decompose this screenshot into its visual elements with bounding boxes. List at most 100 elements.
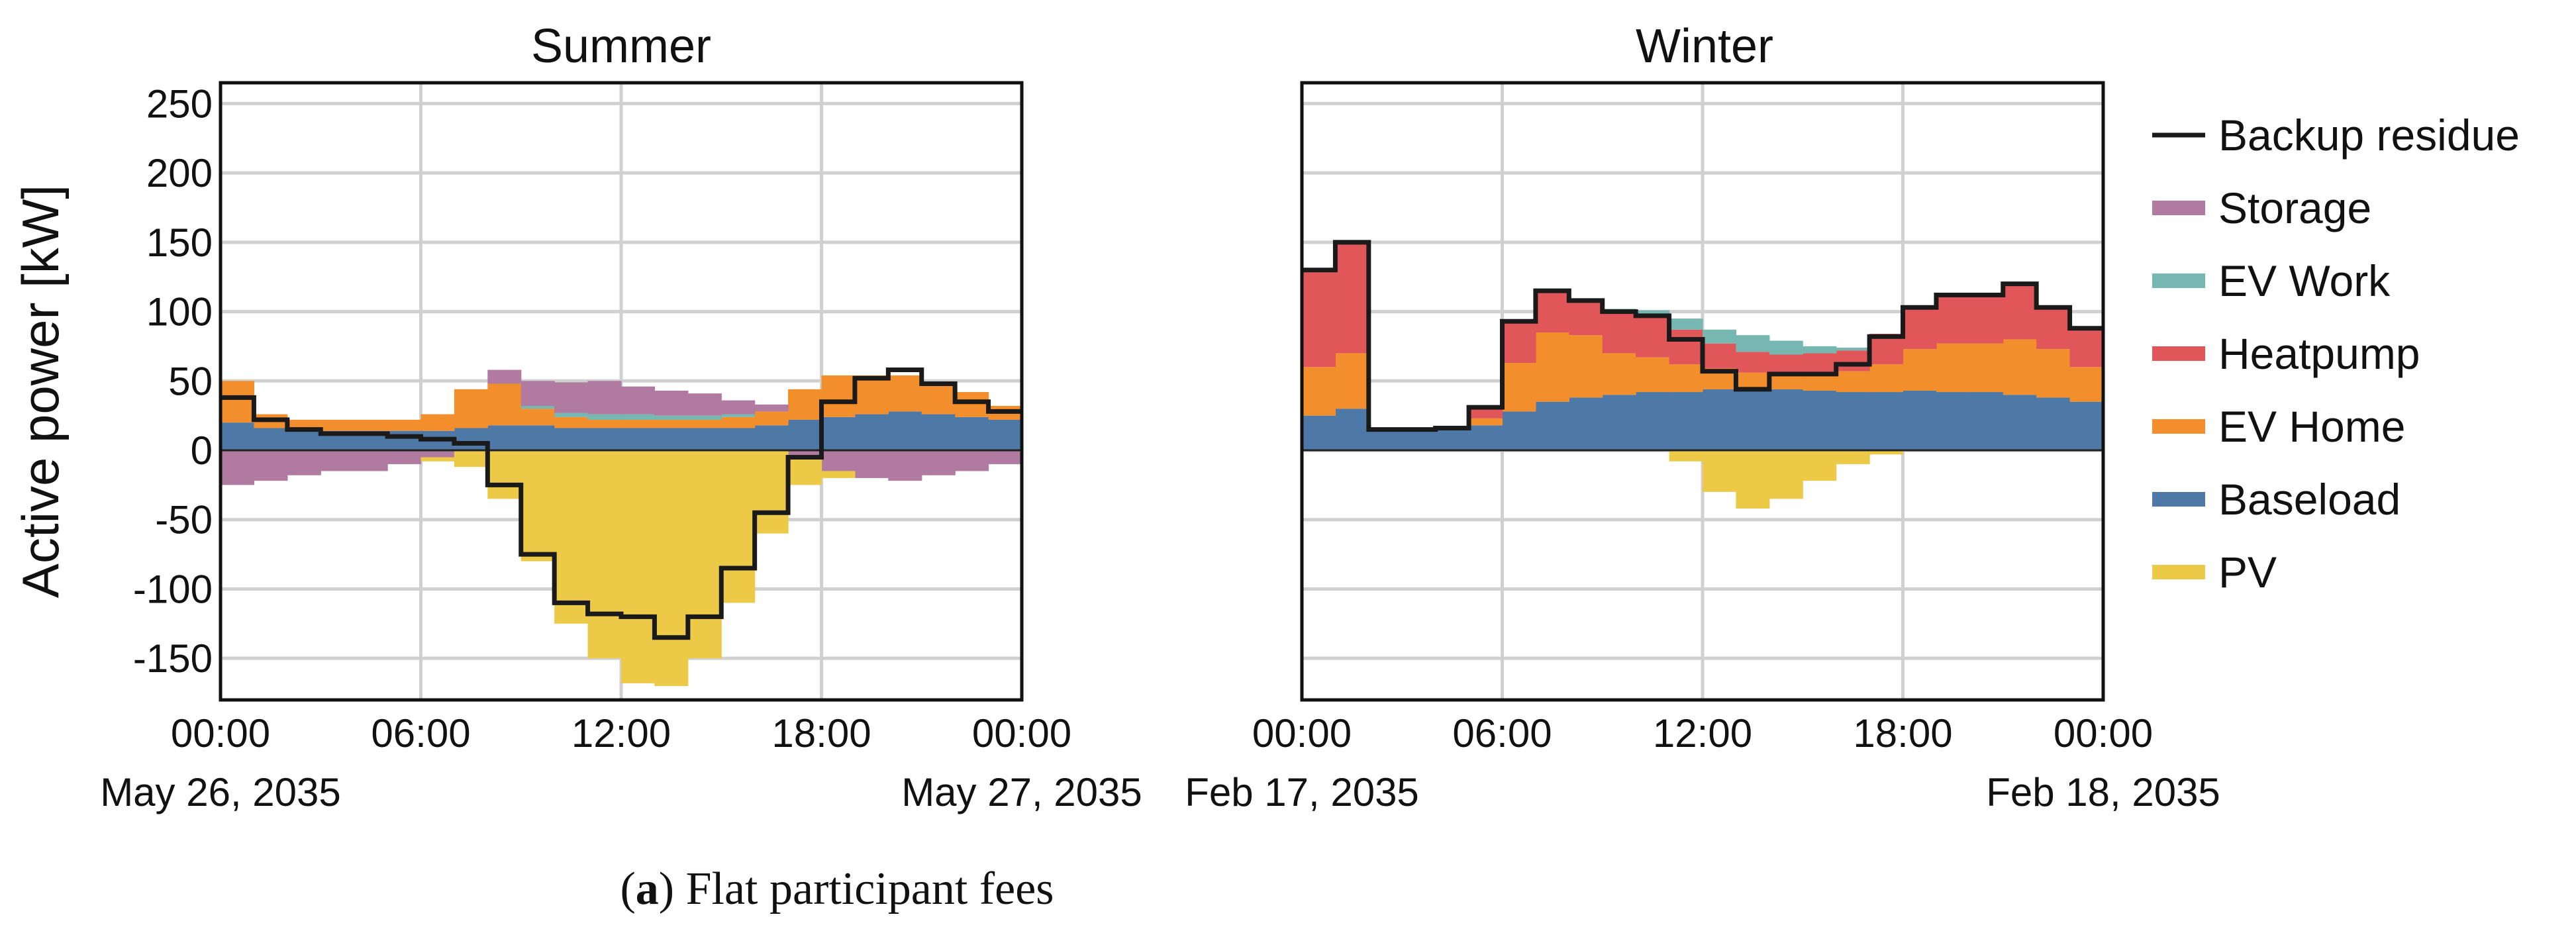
panel-title-winter: Winter bbox=[1636, 20, 1773, 73]
baseload-segment bbox=[654, 428, 689, 451]
y-tick-label: 50 bbox=[168, 359, 213, 403]
baseload-segment bbox=[754, 425, 789, 451]
heatpump-segment bbox=[1335, 242, 1369, 354]
baseload-segment bbox=[2069, 401, 2104, 451]
pv-segment bbox=[788, 457, 822, 485]
date-label: May 26, 2035 bbox=[100, 770, 341, 814]
ev-home-segment bbox=[921, 383, 956, 415]
storage-segment bbox=[888, 450, 922, 481]
caption-text: Flat participant fees bbox=[686, 863, 1054, 914]
series-ev-work-summer bbox=[520, 405, 756, 420]
baseload-segment bbox=[788, 419, 822, 451]
ev-home-segment bbox=[1969, 343, 2004, 393]
pv-segment bbox=[520, 450, 555, 562]
baseload-segment bbox=[587, 428, 622, 451]
baseload-segment bbox=[955, 417, 989, 451]
storage-segment bbox=[354, 450, 388, 471]
ev-work-segment bbox=[721, 414, 756, 417]
baseload-segment bbox=[1402, 429, 1436, 451]
baseload-segment bbox=[1469, 425, 1503, 451]
ev-home-segment bbox=[1669, 364, 1703, 393]
pv-segment bbox=[1769, 450, 1803, 499]
series-pv-winter bbox=[1669, 450, 1904, 509]
pv-segment bbox=[821, 471, 856, 478]
heatpump-segment bbox=[1636, 315, 1670, 358]
series-ev-work-winter bbox=[1602, 309, 1870, 355]
x-tick-label: 18:00 bbox=[771, 711, 871, 756]
ev-home-segment bbox=[888, 375, 922, 412]
ev-home-segment bbox=[2036, 349, 2071, 398]
y-tick-label: 0 bbox=[191, 428, 213, 473]
pv-segment bbox=[1869, 450, 1904, 455]
storage-segment bbox=[955, 450, 989, 471]
y-tick-labels: -150 -100 -50 0 50 100 150 200 250 bbox=[133, 81, 213, 681]
x-tick-label: 00:00 bbox=[2054, 711, 2153, 756]
baseload-segment bbox=[221, 422, 255, 451]
ev-home-segment bbox=[1302, 367, 1336, 416]
storage-segment bbox=[520, 381, 555, 406]
x-tick-labels-summer: 00:00 06:00 12:00 18:00 00:00 bbox=[171, 711, 1071, 756]
ev-home-segment bbox=[520, 409, 555, 426]
heatpump-segment bbox=[1803, 353, 1837, 374]
backup-residue-line bbox=[221, 368, 1022, 640]
x-tick-labels-winter: 00:00 06:00 12:00 18:00 00:00 bbox=[1252, 711, 2153, 756]
heatpump-segment bbox=[1669, 329, 1703, 365]
heatpump-segment bbox=[1569, 300, 1603, 336]
ev-work-segment bbox=[520, 405, 555, 409]
pv-segment bbox=[754, 450, 789, 534]
legend-label: EV Work bbox=[2218, 256, 2391, 305]
series-baseload-summer bbox=[221, 411, 1022, 451]
pv-segment bbox=[687, 450, 722, 659]
ev-work-segment bbox=[1836, 348, 1870, 351]
ev-home-segment bbox=[587, 419, 622, 428]
baseload-segment bbox=[1368, 429, 1403, 451]
legend-entry-baseload: Baseload bbox=[2152, 475, 2401, 524]
plot-frame-winter bbox=[1300, 81, 2105, 702]
baseload-segment bbox=[254, 428, 288, 451]
y-tick-label: 150 bbox=[146, 221, 213, 265]
ev-home-segment bbox=[2003, 339, 2037, 395]
pv-segment bbox=[421, 457, 455, 462]
heatpump-segment bbox=[1736, 352, 1770, 373]
ev-home-segment bbox=[654, 419, 689, 428]
heatpump-segment bbox=[2003, 283, 2037, 340]
ev-work-segment bbox=[1736, 335, 1770, 352]
storage-segment bbox=[621, 386, 656, 415]
pv-segment bbox=[721, 450, 756, 603]
x-tick-label: 00:00 bbox=[171, 711, 270, 756]
backup-residue-summer bbox=[221, 368, 1022, 640]
ev-home-segment bbox=[821, 375, 856, 417]
panel-title-summer: Summer bbox=[531, 20, 711, 73]
ev-home-segment bbox=[554, 417, 589, 428]
ev-home-segment bbox=[621, 419, 656, 428]
ev-home-segment bbox=[754, 411, 789, 426]
storage-segment bbox=[921, 450, 956, 475]
pv-segment bbox=[487, 450, 522, 499]
baseload-segment bbox=[621, 428, 656, 451]
baseload-segment bbox=[454, 428, 488, 451]
date-labels-winter: Feb 17, 2035 Feb 18, 2035 bbox=[1185, 770, 2220, 814]
ev-work-segment bbox=[1769, 340, 1803, 355]
ev-home-segment bbox=[687, 419, 722, 428]
baseload-segment bbox=[1703, 389, 1737, 451]
y-tick-label: -100 bbox=[133, 567, 213, 611]
baseload-segment bbox=[821, 417, 856, 451]
storage-segment bbox=[387, 450, 422, 464]
ev-home-segment bbox=[354, 419, 388, 431]
legend-entry-ev-home: EV Home bbox=[2152, 402, 2405, 451]
ev-home-segment bbox=[1936, 343, 1970, 393]
pv-segment bbox=[1703, 450, 1737, 492]
ev-work-segment bbox=[621, 414, 656, 420]
pv-segment bbox=[654, 450, 689, 687]
storage-segment bbox=[254, 450, 288, 481]
storage-segment bbox=[754, 404, 789, 412]
y-tick-label: -150 bbox=[133, 636, 213, 681]
pv-segment bbox=[1669, 450, 1703, 462]
baseload-segment bbox=[988, 419, 1022, 451]
storage-segment bbox=[287, 450, 321, 475]
storage-segment bbox=[821, 450, 856, 471]
baseload-segment bbox=[1836, 392, 1870, 451]
baseload-segment bbox=[721, 428, 756, 451]
y-tick-label: 250 bbox=[146, 81, 213, 126]
